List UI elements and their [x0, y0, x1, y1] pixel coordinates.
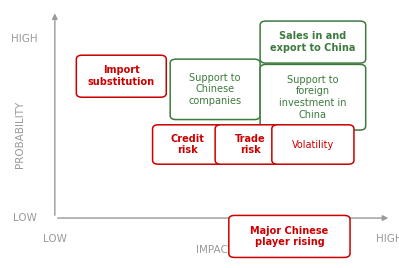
Text: Import
substitution: Import substitution	[88, 65, 155, 87]
Text: Volatility: Volatility	[292, 140, 334, 150]
Text: HIGH: HIGH	[376, 234, 399, 244]
FancyBboxPatch shape	[215, 125, 286, 164]
Text: Credit
risk: Credit risk	[171, 134, 205, 155]
Text: Support to
foreign
investment in
China: Support to foreign investment in China	[279, 75, 347, 120]
FancyBboxPatch shape	[272, 125, 354, 164]
Text: LOW: LOW	[43, 234, 67, 244]
Text: PROBABILITY: PROBABILITY	[15, 100, 25, 168]
FancyBboxPatch shape	[260, 21, 366, 63]
FancyBboxPatch shape	[170, 59, 260, 120]
Text: HIGH: HIGH	[11, 35, 37, 44]
Text: Major Chinese
player rising: Major Chinese player rising	[250, 226, 328, 247]
FancyBboxPatch shape	[229, 215, 350, 258]
FancyBboxPatch shape	[152, 125, 223, 164]
Text: Sales in and
export to China: Sales in and export to China	[270, 31, 356, 53]
FancyBboxPatch shape	[260, 64, 366, 130]
Text: Trade
risk: Trade risk	[235, 134, 266, 155]
Text: IMPACT: IMPACT	[196, 245, 234, 255]
Text: LOW: LOW	[13, 213, 37, 223]
FancyBboxPatch shape	[76, 55, 166, 97]
Text: Support to
Chinese
companies: Support to Chinese companies	[189, 73, 242, 106]
